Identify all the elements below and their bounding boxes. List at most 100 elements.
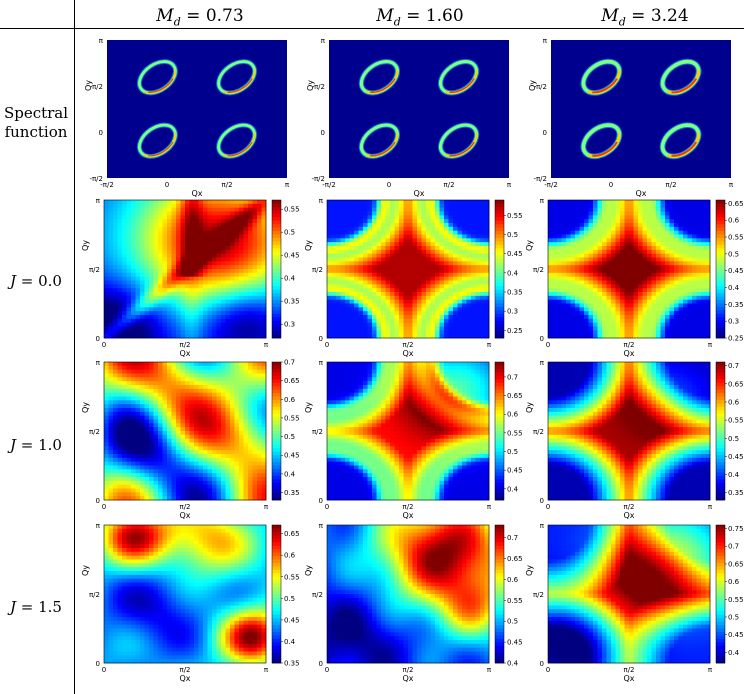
heatmap-r1-c2-cell xyxy=(557,257,562,262)
heatmap-r1-c2-cell xyxy=(647,265,652,270)
heatmap-r2-c0-cell xyxy=(122,488,127,493)
heatmap-r2-c0-cell xyxy=(176,473,181,478)
heatmap-r1-c2-cell xyxy=(566,234,571,239)
heatmap-r1-c2-cell xyxy=(705,322,711,327)
heatmap-r1-c2-cell xyxy=(696,223,702,228)
heatmap-r1-c2-cell xyxy=(701,295,706,301)
heatmap-r1-c1-cell xyxy=(484,322,490,327)
heatmap-r1-c2-cell xyxy=(647,326,652,331)
heatmap-r1-c0-cell xyxy=(113,207,118,212)
heatmap-r1-c2-cell xyxy=(705,203,711,209)
heatmap-r2-c0-cell xyxy=(108,365,114,371)
heatmap-r1-c2-cell xyxy=(620,330,625,335)
heatmap-r1-c0-cell xyxy=(239,292,244,297)
heatmap-r1-c2-cell xyxy=(629,307,634,312)
heatmap-r1-c0-cell xyxy=(162,215,168,220)
heatmap-r1-c0-cell xyxy=(122,307,127,312)
heatmap-r2-c0-cell xyxy=(149,400,154,405)
heatmap-r2-c0-cell xyxy=(162,411,168,417)
heatmap-r2-c0-cell xyxy=(189,388,195,394)
heatmap-r1-c2-cell xyxy=(548,326,553,331)
heatmap-r1-c0-cell xyxy=(248,242,253,247)
heatmap-r2-c0-cell xyxy=(104,434,109,440)
heatmap-r1-c2-cell xyxy=(548,211,553,216)
heatmap-r1-c0-cell xyxy=(113,215,118,220)
heatmap-r1-c1-cell xyxy=(372,299,377,304)
heatmap-r1-c1-cell xyxy=(345,246,350,251)
heatmap-r1-c2-cell xyxy=(701,292,706,297)
heatmap-r1-c2-cell xyxy=(597,326,603,331)
heatmap-r1-c2-cell xyxy=(678,311,684,316)
heatmap-r1-c0-cell xyxy=(225,303,231,308)
heatmap-r1-c2-cell xyxy=(602,315,607,320)
heatmap-r1-c1-cell xyxy=(394,284,400,289)
heatmap-r1-c2-cell xyxy=(656,295,661,301)
heatmap-r2-c0-cell xyxy=(135,496,141,501)
heatmap-r2-c0-cell xyxy=(176,396,181,401)
heatmap-r2-c0-cell xyxy=(131,477,136,482)
heatmap-r1-c2-cell xyxy=(642,299,648,304)
heatmap-r1-c0-cell xyxy=(149,288,154,293)
heatmap-r1-c0-cell xyxy=(221,211,226,216)
heatmap-r2-c0-cell xyxy=(149,461,154,466)
heatmap-r1-c1-cell xyxy=(394,292,400,297)
heatmap-r1-c0-cell xyxy=(203,322,208,327)
heatmap-r1-c0-cell xyxy=(252,234,258,239)
heatmap-r1-c2-xlabel: Qx xyxy=(623,349,634,358)
heatmap-r1-c0-cell xyxy=(248,238,253,243)
heatmap-r2-c0-cell xyxy=(140,427,145,432)
heatmap-r1-c1-cell xyxy=(331,272,337,278)
heatmap-r1-c1-cell xyxy=(480,200,485,205)
heatmap-r1-c1-cell xyxy=(457,284,463,289)
heatmap-r1-c0-cell xyxy=(261,249,267,255)
heatmap-r1-c1-cell xyxy=(412,257,418,262)
heatmap-r1-c0-cell xyxy=(153,288,159,293)
heatmap-r1-c2-cell xyxy=(593,307,598,312)
heatmap-r2-c0-cell xyxy=(117,434,123,440)
heatmap-r1-c1-colorbar-step xyxy=(495,224,504,228)
heatmap-r2-c0-cell xyxy=(153,454,159,459)
heatmap-r1-c0-cell xyxy=(167,307,172,312)
heatmap-r1-c1-cell xyxy=(426,276,431,281)
heatmap-r1-c1-cell xyxy=(363,269,368,274)
heatmap-r1-c0-cell xyxy=(140,311,145,316)
heatmap-r1-c1-cell xyxy=(462,238,467,243)
heatmap-r1-c0-cell xyxy=(189,303,195,308)
heatmap-r1-c1-cell xyxy=(381,311,386,316)
heatmap-r2-c0-cell xyxy=(167,392,172,397)
heatmap-r1-c1-cell xyxy=(390,315,395,320)
heatmap-r2-c0-cell xyxy=(171,427,177,432)
heatmap-r2-c0-cell xyxy=(104,473,109,478)
heatmap-r1-c2-cell xyxy=(665,295,670,301)
heatmap-r1-c0-cell xyxy=(239,299,244,304)
heatmap-r1-c1-cell xyxy=(327,299,332,304)
heatmap-r1-c2-cell xyxy=(660,253,666,258)
heatmap-r1-c0-cell xyxy=(225,292,231,297)
heatmap-r1-c0-cell xyxy=(198,295,204,301)
heatmap-r2-c0-cell xyxy=(117,369,123,374)
heatmap-r1-c2-cell xyxy=(579,318,585,324)
heatmap-r2-c0-cell xyxy=(122,365,127,371)
heatmap-r1-c1-cell xyxy=(331,295,337,301)
heatmap-r1-c1-colorbar-step xyxy=(495,327,504,332)
heatmap-r1-c2-cell xyxy=(696,269,702,274)
heatmap-r1-c1-cell xyxy=(435,242,440,247)
heatmap-r1-c2-cell xyxy=(597,299,603,304)
heatmap-r1-c1-cell xyxy=(349,200,355,205)
heatmap-r1-c0-cell xyxy=(113,211,118,216)
heatmap-r2-c0-cell xyxy=(171,388,177,394)
heatmap-r1-c2-cell xyxy=(656,276,661,281)
heatmap-r1-c1-cell xyxy=(471,315,476,320)
heatmap-r1-c1-cell xyxy=(363,276,368,281)
heatmap-r1-c0-cell xyxy=(117,238,123,243)
heatmap-r1-c1-cell xyxy=(349,280,355,285)
heatmap-r2-c0-cell xyxy=(153,492,159,497)
heatmap-r1-c1-cell xyxy=(331,203,337,209)
heatmap-r1-c0-cell xyxy=(126,299,132,304)
heatmap-r2-c0-cell xyxy=(194,419,199,424)
heatmap-r1-c2-cell xyxy=(597,257,603,262)
heatmap-r1-c1-cell xyxy=(354,288,359,293)
heatmap-r1-c1-cell xyxy=(448,230,454,235)
heatmap-r2-c0-cell xyxy=(153,434,159,440)
heatmap-r1-c2-cell xyxy=(701,215,706,220)
